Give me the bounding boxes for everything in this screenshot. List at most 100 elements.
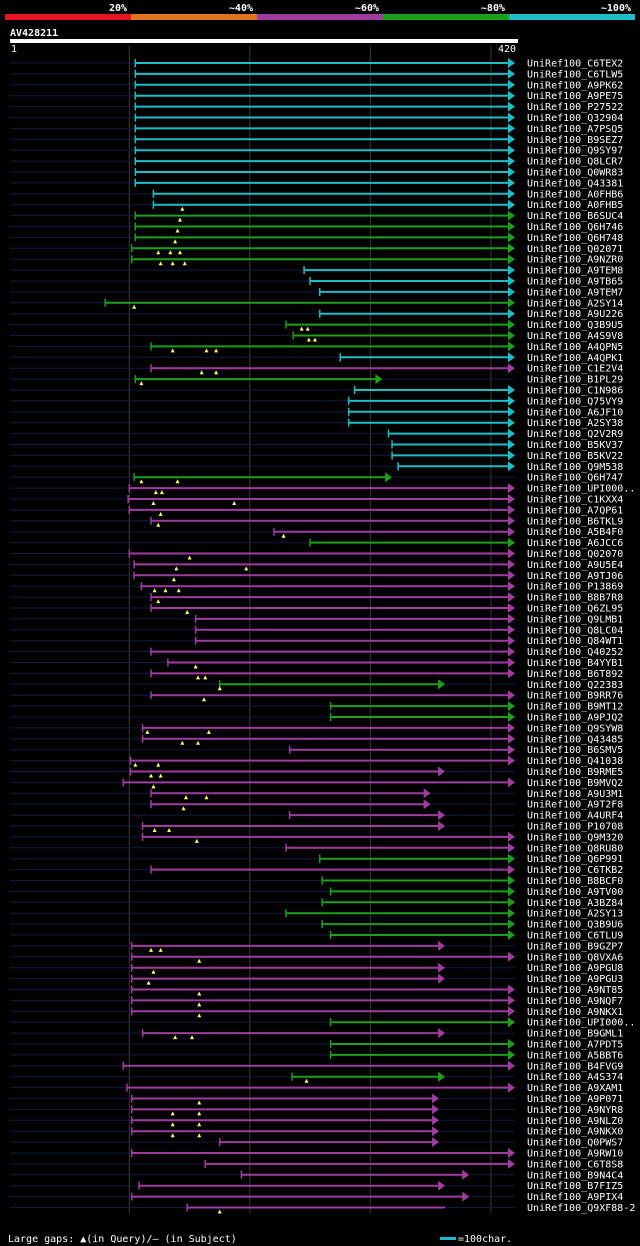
hit-label[interactable]: UniRef100_A9TV00 <box>527 887 623 898</box>
hit-row[interactable]: UniRef100_A5B4F0 <box>10 526 623 539</box>
hit-row[interactable]: UniRef100_P13869 <box>10 581 623 593</box>
hit-label[interactable]: UniRef100_A7PDT5 <box>527 1040 623 1051</box>
hit-label[interactable]: UniRef100_A0FHB5 <box>527 200 623 211</box>
hit-label[interactable]: UniRef100_UPI000.. <box>527 484 635 495</box>
hit-row[interactable]: UniRef100_A4S374 <box>10 1071 623 1084</box>
hit-label[interactable]: UniRef100_P27522 <box>527 102 623 113</box>
hit-row[interactable]: UniRef100_A6JF10 <box>10 406 623 419</box>
hit-row[interactable]: UniRef100_B9RME5 <box>10 766 623 779</box>
hit-label[interactable]: UniRef100_C6TEX2 <box>527 59 623 70</box>
hit-label[interactable]: UniRef100_Q8RU80 <box>527 843 623 854</box>
hit-row[interactable]: UniRef100_B6TKL9 <box>10 515 623 528</box>
hit-row[interactable]: UniRef100_A9U226 <box>10 308 623 321</box>
hit-label[interactable]: UniRef100_B9RME5 <box>527 767 623 778</box>
hit-row[interactable]: UniRef100_B9N4C4 <box>10 1169 623 1182</box>
hit-label[interactable]: UniRef100_A5B4F0 <box>527 527 623 538</box>
hit-label[interactable]: UniRef100_A9NKX1 <box>527 1007 623 1018</box>
hit-label[interactable]: UniRef100_C1E2V4 <box>527 364 623 375</box>
hit-label[interactable]: UniRef100_Q6H747 <box>527 473 623 484</box>
hit-row[interactable]: UniRef100_B6SUC4 <box>10 210 623 223</box>
hit-label[interactable]: UniRef100_A9PK62 <box>527 80 623 91</box>
hit-row[interactable]: UniRef100_A0FHB6 <box>10 188 623 201</box>
hit-row[interactable]: UniRef100_B8B7R8 <box>10 592 623 604</box>
hit-row[interactable]: UniRef100_Q02071 <box>10 243 623 255</box>
hit-row[interactable]: UniRef100_Q32904 <box>10 112 623 125</box>
hit-label[interactable]: UniRef100_A0FHB6 <box>527 189 623 200</box>
hit-row[interactable]: UniRef100_C1E2V4 <box>10 363 623 375</box>
hit-label[interactable]: UniRef100_A6JCC6 <box>527 538 623 549</box>
hit-row[interactable]: UniRef100_A9PJQ2 <box>10 712 623 724</box>
hit-row[interactable]: UniRef100_B9SEZ7 <box>10 134 623 146</box>
hit-label[interactable]: UniRef100_Q3B9U5 <box>527 320 623 331</box>
hit-row[interactable]: UniRef100_B9GML1 <box>10 1028 623 1040</box>
hit-row[interactable]: UniRef100_Q6H747 <box>10 472 623 484</box>
hit-label[interactable]: UniRef100_B9N4C4 <box>527 1170 623 1181</box>
hit-row[interactable]: UniRef100_Q6ZL95 <box>10 603 623 615</box>
hit-label[interactable]: UniRef100_Q2V2R9 <box>527 429 623 440</box>
hit-label[interactable]: UniRef100_B9SEZ7 <box>527 135 623 146</box>
hit-row[interactable]: UniRef100_C6T8S8 <box>10 1158 623 1171</box>
hit-row[interactable]: UniRef100_A9TEM8 <box>10 265 623 277</box>
hit-label[interactable]: UniRef100_Q02071 <box>527 244 623 255</box>
hit-row[interactable]: UniRef100_A9PK62 <box>10 79 623 92</box>
hit-label[interactable]: UniRef100_A9NZR0 <box>527 255 623 266</box>
hit-row[interactable]: UniRef100_B8BCF0 <box>10 875 623 888</box>
hit-row[interactable]: UniRef100_B5KV22 <box>10 450 623 462</box>
hit-label[interactable]: UniRef100_B5KV22 <box>527 451 623 462</box>
hit-row[interactable]: UniRef100_B7FIZ5 <box>10 1180 623 1193</box>
hit-row[interactable]: UniRef100_Q22383 <box>10 679 623 691</box>
hit-row[interactable]: UniRef100_B6T892 <box>10 668 623 680</box>
hit-label[interactable]: UniRef100_B8B7R8 <box>527 593 623 604</box>
hit-label[interactable]: UniRef100_Q41038 <box>527 756 623 767</box>
hit-label[interactable]: UniRef100_Q40252 <box>527 647 623 658</box>
hit-row[interactable]: UniRef100_A3BZ84 <box>10 897 623 909</box>
hit-label[interactable]: UniRef100_P10708 <box>527 822 623 833</box>
hit-row[interactable]: UniRef100_Q41038 <box>10 755 623 768</box>
hit-row[interactable]: UniRef100_A4QPN5 <box>10 341 623 353</box>
hit-row[interactable]: UniRef100_A0FHB5 <box>10 199 623 212</box>
hit-row[interactable]: UniRef100_Q43381 <box>10 177 623 190</box>
hit-row[interactable]: UniRef100_Q8LCR7 <box>10 156 623 168</box>
hit-label[interactable]: UniRef100_Q84WT1 <box>527 636 623 647</box>
hit-row[interactable]: UniRef100_A4QPK1 <box>10 352 623 364</box>
hit-row[interactable]: UniRef100_Q9XF88-2 <box>10 1203 635 1214</box>
hit-row[interactable]: UniRef100_A9P071 <box>10 1093 623 1106</box>
hit-label[interactable]: UniRef100_A2SY14 <box>527 298 623 309</box>
hit-label[interactable]: UniRef100_A9U226 <box>527 309 623 320</box>
hit-row[interactable]: UniRef100_B6SMV5 <box>10 744 623 757</box>
hit-label[interactable]: UniRef100_Q75VY9 <box>527 396 623 407</box>
hit-label[interactable]: UniRef100_B9MT12 <box>527 702 623 713</box>
hit-label[interactable]: UniRef100_Q6ZL95 <box>527 604 623 615</box>
hit-row[interactable]: UniRef100_B9GZP7 <box>10 940 623 953</box>
hit-label[interactable]: UniRef100_P13869 <box>527 582 623 593</box>
hit-label[interactable]: UniRef100_B4YYB1 <box>527 658 623 669</box>
hit-row[interactable]: UniRef100_Q43485 <box>10 733 623 746</box>
hit-row[interactable]: UniRef100_A9XAM1 <box>10 1082 623 1095</box>
hit-row[interactable]: UniRef100_Q6H748 <box>10 232 623 244</box>
hit-row[interactable]: UniRef100_Q40252 <box>10 646 623 659</box>
hit-row[interactable]: UniRef100_Q75VY9 <box>10 395 623 408</box>
hit-label[interactable]: UniRef100_A9XAM1 <box>527 1083 623 1094</box>
hit-label[interactable]: UniRef100_A2SY38 <box>527 418 623 429</box>
hit-row[interactable]: UniRef100_Q3B9U6 <box>10 919 623 931</box>
hit-row[interactable]: UniRef100_A4URF4 <box>10 810 623 822</box>
hit-row[interactable]: UniRef100_A4S9V8 <box>10 330 623 343</box>
hit-row[interactable]: UniRef100_B4FVG9 <box>10 1060 623 1073</box>
hit-label[interactable]: UniRef100_A9NT85 <box>527 985 623 996</box>
hit-row[interactable]: UniRef100_C1N986 <box>10 385 623 397</box>
hit-row[interactable]: UniRef100_P10708 <box>10 821 623 833</box>
hit-row[interactable]: UniRef100_Q2V2R9 <box>10 428 623 441</box>
hit-label[interactable]: UniRef100_A7QP61 <box>527 505 623 516</box>
hit-label[interactable]: UniRef100_B6T892 <box>527 669 623 680</box>
hit-label[interactable]: UniRef100_A9TEM8 <box>527 266 623 277</box>
hit-label[interactable]: UniRef100_Q02070 <box>527 549 623 560</box>
hit-label[interactable]: UniRef100_A9U3M1 <box>527 789 623 800</box>
hit-row[interactable]: UniRef100_Q9M538 <box>10 461 623 473</box>
hit-row[interactable]: UniRef100_A9U5E4 <box>10 559 623 571</box>
hit-row[interactable]: UniRef100_C6TLU9 <box>10 930 623 942</box>
hit-row[interactable]: UniRef100_C6TEX2 <box>10 58 623 70</box>
hit-row[interactable]: UniRef100_Q0PWS7 <box>10 1137 623 1149</box>
hit-label[interactable]: UniRef100_A2SY13 <box>527 909 623 920</box>
hit-label[interactable]: UniRef100_Q6H748 <box>527 233 623 244</box>
hit-label[interactable]: UniRef100_B9RR76 <box>527 691 623 702</box>
